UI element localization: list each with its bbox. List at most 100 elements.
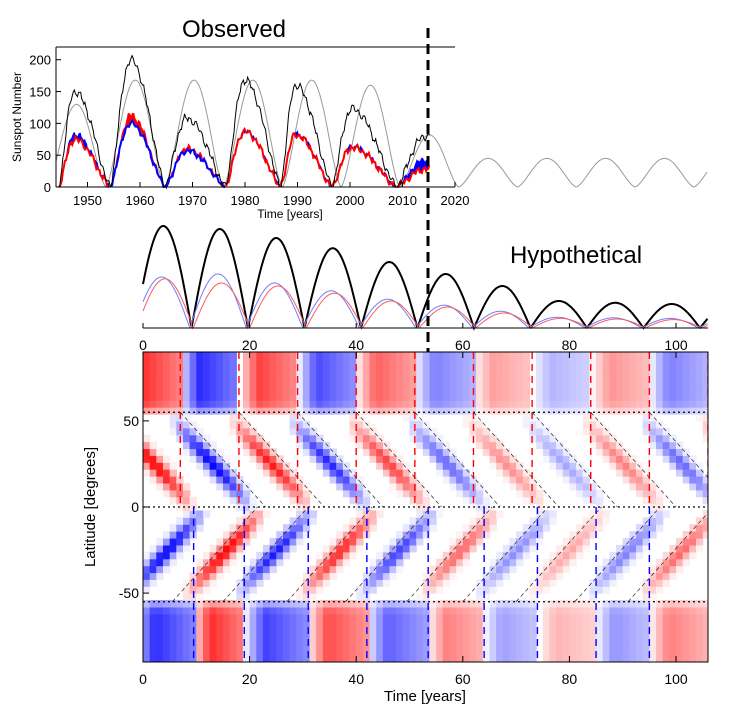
heatmap-cell [436,565,444,574]
heatmap-cell [702,358,708,367]
heatmap-cell [622,655,630,662]
heatmap-cell [196,434,204,443]
heatmap-cell [582,414,590,422]
heatmap-cell [609,641,617,649]
heatmap-cell [522,352,531,360]
heatmap-cell [402,358,411,367]
heatmap-cell [476,634,484,642]
heatmap-cell [322,448,331,456]
heatmap-cell [309,448,317,456]
heatmap-cell [616,462,624,470]
heatmap-cell [302,641,311,649]
heatmap-cell [236,482,244,491]
heatmap-cell [442,455,451,463]
heatmap-cell [282,365,291,374]
heatmap-cell [163,544,171,553]
heatmap-cell [216,655,224,662]
heatmap-cell [622,365,630,374]
heatmap-cell [276,538,284,546]
heatmap-cell [349,538,357,546]
heatmap-cell [609,407,617,415]
heatmap-cell [536,441,544,450]
heatmap-cell [402,379,411,388]
heatmap-cell [149,372,157,381]
heatmap-cell [349,414,357,422]
heatmap-cell [242,420,251,429]
heatmap-cell [629,365,637,374]
heatmap-cell [616,620,624,629]
heatmap-cell [256,400,264,408]
heatmap-cell [149,400,157,408]
heatmap-cell [576,469,584,477]
heatmap-cell [302,352,311,360]
heatmap-cell [616,400,624,408]
heatmap-cell [329,551,337,560]
heatmap-cell [143,572,151,580]
heatmap-cell [456,600,464,608]
heatmap-cell [249,407,257,415]
heatmap-cell [362,441,371,450]
heatmap-cell [336,379,344,388]
heatmap-cell [409,365,417,374]
heatmap-cell [582,489,590,498]
heatmap-cell [476,372,484,381]
heatmap-cell [522,400,531,408]
heatmap-cell [636,352,644,360]
heatmap-cell [456,358,464,367]
heatmap-cell [576,482,584,491]
heatmap-cell [282,627,291,636]
heatmap-cell [309,407,317,415]
heatmap-cell [449,641,457,649]
heatmap-cell [616,455,624,463]
heatmap-cell [656,434,664,443]
heatmap-cell [336,482,344,491]
heatmap-cell [149,579,157,587]
heatmap-cell [669,634,677,642]
heatmap-cell [336,393,344,401]
heatmap-cell [702,613,708,622]
heatmap-cell [622,393,630,401]
x-tick-label: 0 [139,337,147,353]
heatmap-cell [382,400,391,408]
heatmap-cell [442,641,451,649]
heatmap-cell [209,565,217,574]
heatmap-cell [236,648,244,656]
heatmap-cell [342,365,351,374]
heatmap-cell [223,600,231,608]
heatmap-cell [682,386,690,394]
heatmap-cell [689,544,697,553]
heatmap-cell [376,393,384,401]
heatmap-cell [169,352,177,360]
heatmap-cell [236,496,244,505]
heatmap-cell [529,538,537,546]
heatmap-cell [143,613,151,622]
heatmap-cell [436,648,444,656]
heatmap-cell [402,407,411,415]
heatmap-cell [203,448,211,456]
heatmap-cell [436,579,444,587]
heatmap-cell [676,551,684,560]
heatmap-cell [156,606,164,615]
heatmap-cell [562,565,571,574]
heatmap-cell [242,441,251,450]
heatmap-cell [696,606,704,615]
heatmap-cell [429,600,437,608]
heatmap-cell [602,565,610,574]
x-tick-label: 2020 [441,193,470,208]
heatmap-cell [416,407,424,415]
heatmap-cell [189,634,197,642]
heatmap-cell [496,365,504,374]
heatmap-cell [289,641,297,649]
heatmap-cell [622,634,630,642]
heatmap-cell [569,379,577,388]
heatmap-cell [396,544,404,553]
heatmap-cell [542,558,551,567]
heatmap-cell [242,372,251,381]
heatmap-cell [203,648,211,656]
heatmap-cell [456,544,464,553]
heatmap-cell [362,510,371,518]
heatmap-cell [676,393,684,401]
heatmap-cell [309,379,317,388]
heatmap-cell [416,655,424,662]
heatmap-cell [489,372,497,381]
